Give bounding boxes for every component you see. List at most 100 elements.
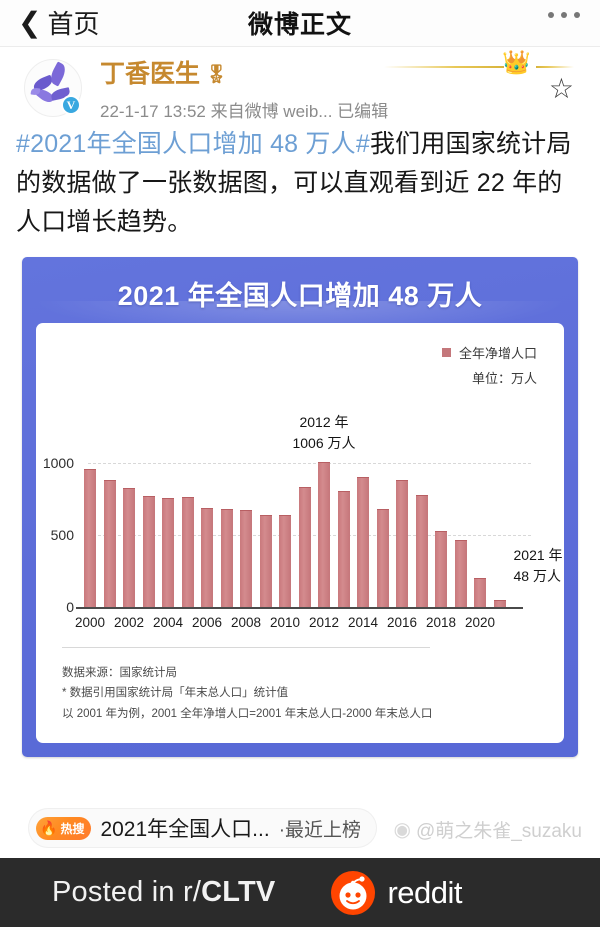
chart-bar [84,469,96,608]
chart-annotation: 2021 年 48 万人 [514,545,563,586]
more-horizontal-icon [561,12,567,18]
post-meta: 丁香医生 🎖 22-1-17 13:52 来自微博 weib... 已编辑 [100,60,389,122]
navigation-bar: ❮ 首页 微博正文 [0,0,600,47]
bar-chart-plot: 0 500 1000 2000 2002 2004 2006 2008 2010 2012 2014… [36,323,564,743]
chart-annotation-line: 2012 年 [299,414,349,431]
crown-line-left [384,66,504,68]
chart-bar [123,488,135,608]
chart-bar [259,514,272,608]
chart-bar [220,509,233,608]
chart-bar [142,495,155,608]
chart-annotation: 2012 年 1006 万人 [272,412,376,453]
chart-footnotes: 数据来源：国家统计局 * 数据引用国家统计局「年末总人口」统计值以 2001 年为… [62,663,432,723]
footnote-line: 数据来源：国家统计局 [62,667,177,680]
back-button-label: 首页 [47,9,100,39]
chart-plot-panel: 全年净增人口 单位：万人 0 500 1000 2000 2002 2004 2006 200… [36,323,564,744]
chart-bar [337,491,350,608]
x-axis-tick-label: 2004 [152,615,184,631]
back-button[interactable]: ❮ 首页 [18,4,99,41]
chart-bar [435,530,447,608]
medal-icon: 🎖 [205,63,228,84]
posted-in-label: Posted in r/CLTV [52,876,275,909]
reddit-logo: reddit [331,870,463,915]
hot-search-badge-label: 热搜 [60,821,85,836]
uploader-watermark: ◉ @萌之朱雀_suzaku [393,816,582,843]
subreddit-name: CLTV [201,876,276,908]
post-body-text: 我们用国家统计局的数据做了一张数据图，可以直观看到近 22 年的人口增长趋势。 [16,130,572,236]
chart-bar [396,479,408,608]
post-text: #2021年全国人口增加 48 万人#我们用国家统计局的数据做了一张数据图，可以… [16,125,584,241]
uploader-watermark-text: @萌之朱雀_suzaku [415,821,582,842]
verified-badge: V [61,95,81,115]
more-options-button[interactable] [548,12,580,18]
y-axis-tick-label: 0 [66,599,74,616]
chart-title: 2021 年全国人口增加 48 万人 [117,281,483,312]
legend-swatch-icon [441,348,451,358]
chart-bar [454,540,467,608]
chart-bar [376,509,389,608]
post-hashtag[interactable]: #2021年全国人口增加 48 万人# [16,130,370,158]
hot-search-status: ·最近上榜 [278,819,362,841]
footnote-divider [62,647,430,649]
x-axis-tick-label: 2006 [191,615,223,631]
more-horizontal-icon [574,12,580,18]
chart-bar [181,496,194,608]
avatar[interactable]: V [24,59,82,117]
footnote-line: * 数据引用国家统计局「年末总人口」统计值 [62,687,289,700]
reddit-snoo-icon [331,870,376,915]
author-name: 丁香医生 [100,60,201,88]
x-axis-tick-label: 2014 [347,615,379,631]
chart-bar [357,477,369,608]
crown-icon: 👑 [502,49,531,75]
chart-watermark-text: @丁香医生 [269,761,348,779]
post-timestamp: 22-1-17 13:52 来自微博 weib... 已编辑 [100,101,389,121]
chart-annotation-line: 2021 年 [513,547,563,564]
chart-image-card[interactable]: 2021 年全国人口增加 48 万人 全年净增人口 单位：万人 0 500 1000… [22,257,578,778]
chart-bar [474,577,486,608]
chart-unit-label: 单位：万人 [471,371,537,387]
chart-bar [240,510,252,608]
x-axis-tick-label: 2016 [386,615,418,631]
y-axis-tick-label: 500 [50,527,74,544]
footnote-line: 以 2001 年为例，2001 全年净增人口=2001 年末总人口-2000 年… [62,707,433,720]
x-axis-tick-label: 2012 [308,615,340,631]
reddit-wordmark: reddit [387,874,463,910]
star-outline-icon[interactable]: ☆ [548,73,574,104]
weibo-eye-icon: ◉ [252,760,267,778]
legend-label: 全年净增人口 [458,346,537,362]
x-axis-tick-label: 2008 [230,615,262,631]
chart-bar [415,495,428,608]
hot-search-badge: 🔥 热搜 [36,816,92,840]
chart-annotation-line: 1006 万人 [292,434,356,451]
page-title: 微博正文 [247,11,352,39]
weibo-eye-icon: ◉ [393,819,411,841]
chart-bar [279,514,291,608]
chart-watermark: ◉ @丁香医生 [22,758,578,779]
chart-legend: 全年净增人口 单位：万人 [441,343,537,387]
hot-search-title: 2021年全国人口... [100,818,270,841]
post-header: 👑 V 丁香医生 🎖 22-1-17 13:52 来自微博 weib... 已编… [0,47,600,122]
x-axis-line [76,607,523,610]
crown-decoration: 👑 [380,49,580,83]
chart-bar [162,497,174,608]
chart-annotation-line: 48 万人 [513,567,561,584]
posted-in-prefix: Posted in r/ [52,876,202,908]
reddit-attribution-banner: Posted in r/CLTV reddit [0,858,600,927]
hot-search-row: 🔥 热搜 2021年全国人口... ·最近上榜 ◉ @萌之朱雀_suzaku [0,806,600,854]
x-axis-tick-label: 2000 [74,615,106,631]
y-axis-tick-label: 1000 [42,455,74,472]
chart-bar [103,479,116,608]
chart-gridline [88,463,531,465]
x-axis-tick-label: 2020 [464,615,496,631]
hot-flame-icon: 🔥 [40,820,58,836]
more-horizontal-icon [548,12,554,18]
x-axis-tick-label: 2002 [113,615,145,631]
x-axis-tick-label: 2010 [269,615,301,631]
chart-bar [298,487,311,608]
x-axis-tick-label: 2018 [425,615,457,631]
chevron-left-icon: ❮ [18,6,42,38]
author-name-row[interactable]: 丁香医生 🎖 [100,60,388,89]
crown-line-right [536,66,574,68]
chart-bar [318,462,330,608]
hot-search-pill[interactable]: 🔥 热搜 2021年全国人口... ·最近上榜 [28,808,378,848]
